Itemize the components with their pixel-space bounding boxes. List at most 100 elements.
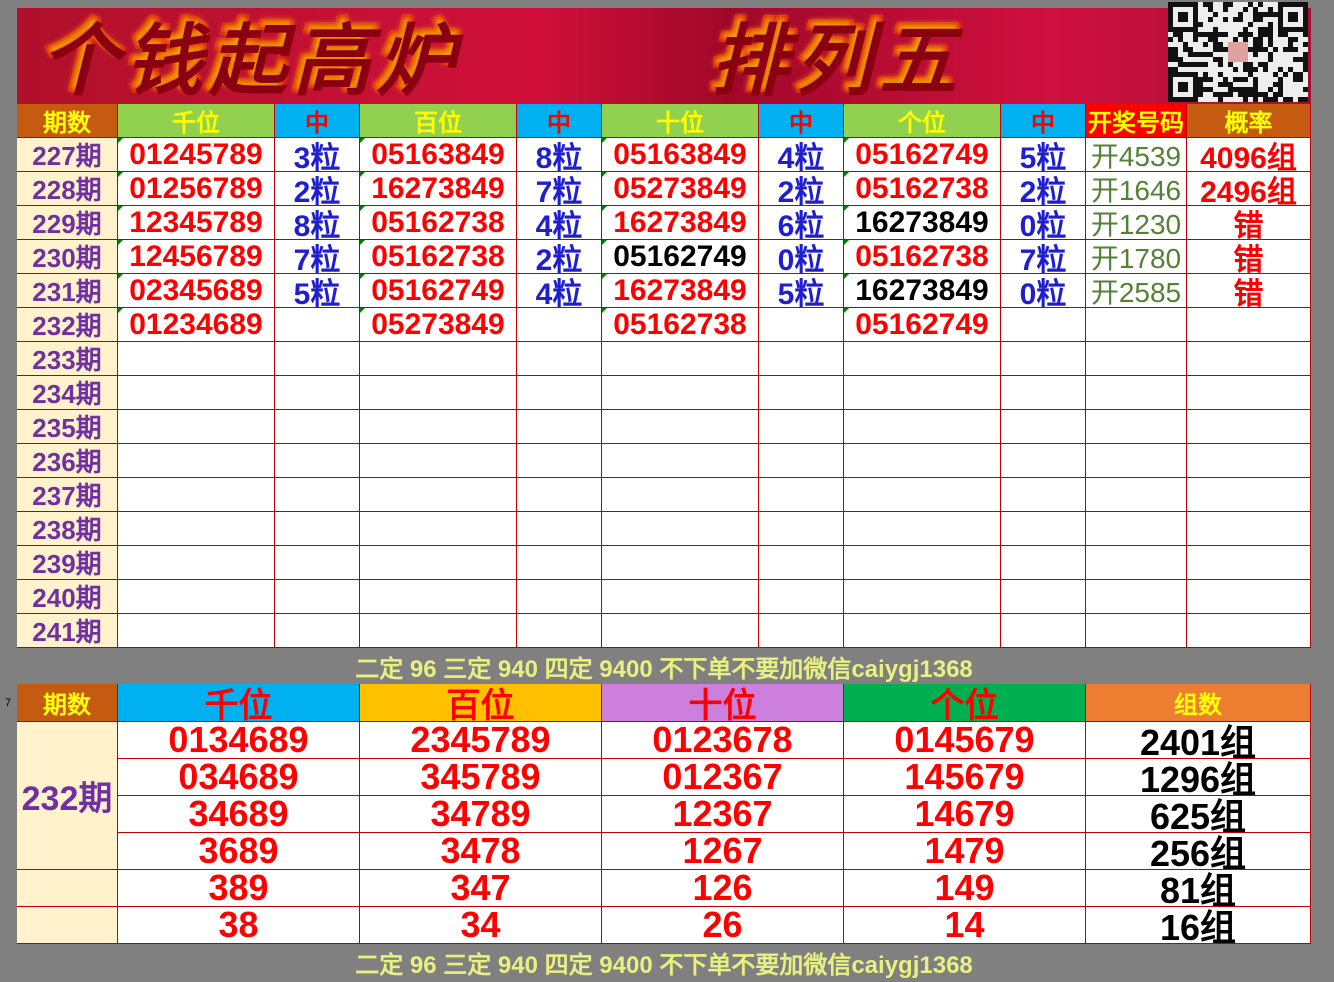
digit-set-cell: 16273849 <box>844 274 1001 308</box>
period-cell: 236期 <box>17 444 118 478</box>
period-cell-text: 230期 <box>32 243 102 273</box>
digit-set-cell <box>602 342 759 376</box>
hit-count-cell <box>759 478 844 512</box>
hit-count-cell: 4粒 <box>759 138 844 172</box>
digit-set-cell-text: 05162749 <box>371 274 505 307</box>
column-header: 中 <box>1001 104 1086 138</box>
digit-set-cell: 034689 <box>118 759 360 796</box>
digit-set-cell: 05162749 <box>360 274 517 308</box>
period-cell: 228期 <box>17 172 118 206</box>
draw-number-cell <box>1086 444 1187 478</box>
hit-count-cell: 5粒 <box>1001 138 1086 172</box>
digit-set-cell <box>360 478 517 512</box>
hit-count-cell-text: 4粒 <box>535 277 583 308</box>
digit-set-cell: 012367 <box>602 759 844 796</box>
digit-set-cell: 1267 <box>602 833 844 870</box>
hit-count-cell-text: 4粒 <box>535 209 583 240</box>
column-header: 开奖号码 <box>1086 104 1187 138</box>
group-count-cell: 81组 <box>1086 870 1311 907</box>
digit-set-cell: 38 <box>118 907 360 944</box>
probability-cell <box>1187 580 1311 614</box>
draw-number-cell: 开4539 <box>1086 138 1187 172</box>
digit-set-cell-text: 05163849 <box>613 138 747 171</box>
digit-set-cell: 126 <box>602 870 844 907</box>
digit-set-cell-text: 16273849 <box>371 172 505 205</box>
probability-cell <box>1187 376 1311 410</box>
hit-count-cell-text: 2粒 <box>1019 175 1067 206</box>
draw-number-cell <box>1086 342 1187 376</box>
digit-set-cell <box>360 342 517 376</box>
digit-set-cell-text: 02345689 <box>129 274 263 307</box>
probability-cell <box>1187 410 1311 444</box>
hit-count-cell <box>759 512 844 546</box>
digit-set-cell-text: 2345789 <box>410 722 551 759</box>
digit-set-cell: 3478 <box>360 833 602 870</box>
digit-set-cell: 01245789 <box>118 138 275 172</box>
digit-set-cell-text: 16273849 <box>855 206 989 239</box>
hit-count-cell-text: 0粒 <box>1019 277 1067 308</box>
column-header: 百位 <box>360 104 517 138</box>
hit-count-cell <box>1001 614 1086 648</box>
hit-count-cell <box>517 614 602 648</box>
draw-number-cell-text: 开1780 <box>1090 242 1182 274</box>
draw-number-cell <box>1086 410 1187 444</box>
hit-count-cell: 4粒 <box>517 274 602 308</box>
column-header-text: 期数 <box>43 110 91 137</box>
hit-count-cell <box>275 614 360 648</box>
digit-set-cell: 01234689 <box>118 308 275 342</box>
draw-number-cell: 开1646 <box>1086 172 1187 206</box>
draw-number-cell <box>1086 614 1187 648</box>
probability-cell: 4096组 <box>1187 138 1311 172</box>
digit-set-cell-text: 16273849 <box>613 274 747 307</box>
hit-count-cell: 7粒 <box>517 172 602 206</box>
probability-cell <box>1187 614 1311 648</box>
hit-count-cell-text: 4粒 <box>777 141 825 172</box>
period-cell-text: 241期 <box>32 617 102 647</box>
probability-cell <box>1187 342 1311 376</box>
digit-set-cell <box>844 342 1001 376</box>
digit-set-cell: 05163849 <box>360 138 517 172</box>
period-cell-text: 231期 <box>32 277 102 307</box>
column-header-text: 百位 <box>446 687 515 722</box>
comment-marker <box>844 172 849 177</box>
hit-count-cell-text: 0粒 <box>777 243 825 274</box>
hit-count-cell: 0粒 <box>1001 274 1086 308</box>
note-banner-top: 二定 96 三定 940 四定 9400 不下单不要加微信caiygj1368 <box>355 655 973 683</box>
column-header: 个位 <box>844 104 1001 138</box>
hit-count-cell <box>1001 444 1086 478</box>
hit-count-cell <box>1001 342 1086 376</box>
digit-set-cell <box>602 512 759 546</box>
digit-set-cell-text: 1267 <box>682 833 763 870</box>
digit-set-cell: 05162749 <box>602 240 759 274</box>
column-header: 期数 <box>17 684 118 722</box>
column-header: 中 <box>517 104 602 138</box>
period-cell-text: 234期 <box>32 379 102 409</box>
digit-set-cell: 389 <box>118 870 360 907</box>
digit-set-cell <box>360 376 517 410</box>
column-header-text: 开奖号码 <box>1088 110 1184 137</box>
digit-set-cell <box>118 376 275 410</box>
period-cell: 227期 <box>17 138 118 172</box>
draw-number-cell <box>1086 580 1187 614</box>
digit-set-cell <box>602 376 759 410</box>
hit-count-cell: 8粒 <box>517 138 602 172</box>
probability-cell-text: 4096组 <box>1200 141 1297 172</box>
digit-set-cell: 05162738 <box>360 240 517 274</box>
row-marker: 7 <box>5 697 12 709</box>
comment-marker <box>118 206 123 211</box>
digit-set-cell-text: 345789 <box>420 759 541 796</box>
digit-set-cell-text: 3478 <box>440 833 521 870</box>
hit-count-cell <box>517 478 602 512</box>
hit-count-cell <box>275 546 360 580</box>
column-header: 中 <box>759 104 844 138</box>
digit-set-cell <box>602 478 759 512</box>
period-cell: 234期 <box>17 376 118 410</box>
hit-count-cell: 0粒 <box>1001 206 1086 240</box>
hit-count-cell-text: 6粒 <box>777 209 825 240</box>
hit-count-cell <box>517 512 602 546</box>
probability-cell-text: 错 <box>1233 277 1264 308</box>
comment-marker <box>602 172 607 177</box>
digit-set-cell <box>360 614 517 648</box>
draw-number-cell: 开1230 <box>1086 206 1187 240</box>
hit-count-cell: 4粒 <box>517 206 602 240</box>
